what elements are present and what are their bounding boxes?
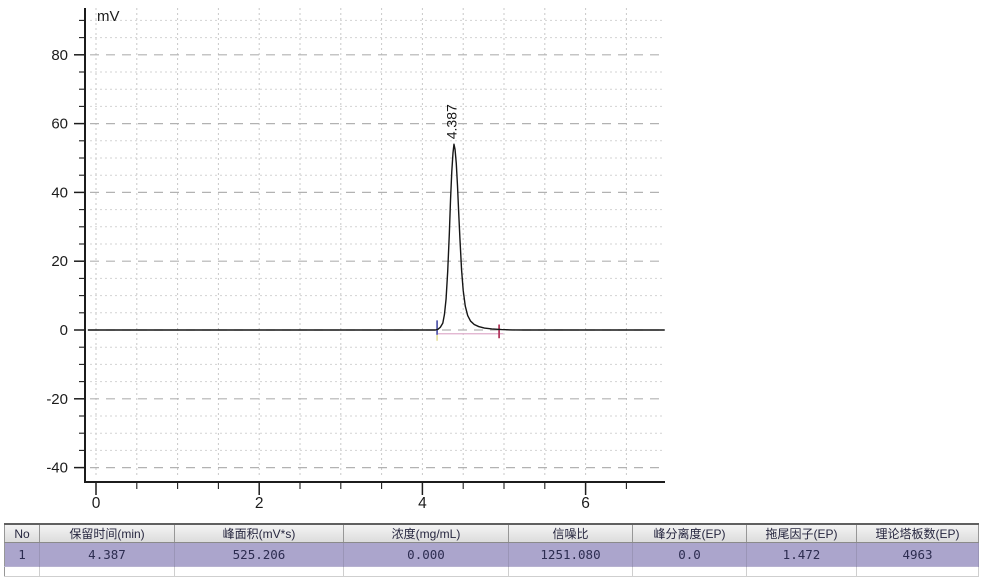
y-tick-label: 80	[51, 47, 68, 64]
cell: 0.0	[632, 542, 747, 567]
table-header-row: No 保留时间(min) 峰面积(mV*s) 浓度(mg/mL) 信噪比 峰分离度(EP)…	[4, 524, 979, 543]
cell: 1	[4, 542, 40, 567]
empty-cell	[174, 566, 344, 577]
y-axis-unit-label: mV	[97, 8, 120, 25]
cell: 525.206	[174, 542, 344, 567]
column-header-7: 理论塔板数(EP)	[856, 524, 979, 543]
empty-cell	[343, 566, 509, 577]
y-tick-label: 0	[60, 322, 68, 339]
column-header-0: No	[4, 524, 40, 543]
column-header-3: 浓度(mg/mL)	[343, 524, 509, 543]
column-header-5: 峰分离度(EP)	[632, 524, 747, 543]
chromatogram-plot: -40 -20 0 20 40 60 80 0 2 4 6 mV 4.387	[46, 8, 665, 512]
table-row[interactable]: 1 4.387 525.206 0.000 1251.080 0.0 1.472 4963	[4, 542, 979, 567]
empty-row	[4, 566, 979, 577]
cell: 1.472	[746, 542, 857, 567]
axes	[84, 8, 665, 483]
peak-retention-label: 4.387	[443, 104, 459, 139]
column-header-1: 保留时间(min)	[39, 524, 175, 543]
y-tick-label: 60	[51, 116, 68, 133]
y-tick-label: -20	[46, 391, 68, 408]
empty-cell	[632, 566, 747, 577]
x-tick-label: 6	[581, 495, 590, 512]
empty-cell	[4, 566, 40, 577]
empty-cell	[508, 566, 633, 577]
x-tick-label: 0	[92, 495, 101, 512]
column-header-4: 信噪比	[508, 524, 633, 543]
empty-cell	[746, 566, 857, 577]
column-header-6: 拖尾因子(EP)	[746, 524, 857, 543]
x-tick-label: 4	[418, 495, 427, 512]
peak-results-table: No 保留时间(min) 峰面积(mV*s) 浓度(mg/mL) 信噪比 峰分离度(EP)…	[4, 523, 979, 577]
signal-trace	[87, 143, 665, 331]
empty-cell	[39, 566, 175, 577]
cell: 4.387	[39, 542, 175, 567]
cell: 4963	[856, 542, 979, 567]
y-tick-label: 40	[51, 184, 68, 201]
cell: 0.000	[343, 542, 509, 567]
cell: 1251.080	[508, 542, 633, 567]
empty-cell	[856, 566, 979, 577]
column-header-2: 峰面积(mV*s)	[174, 524, 344, 543]
y-tick-label: -40	[46, 460, 68, 477]
x-tick-label: 2	[255, 495, 264, 512]
y-tick-label: 20	[51, 253, 68, 270]
